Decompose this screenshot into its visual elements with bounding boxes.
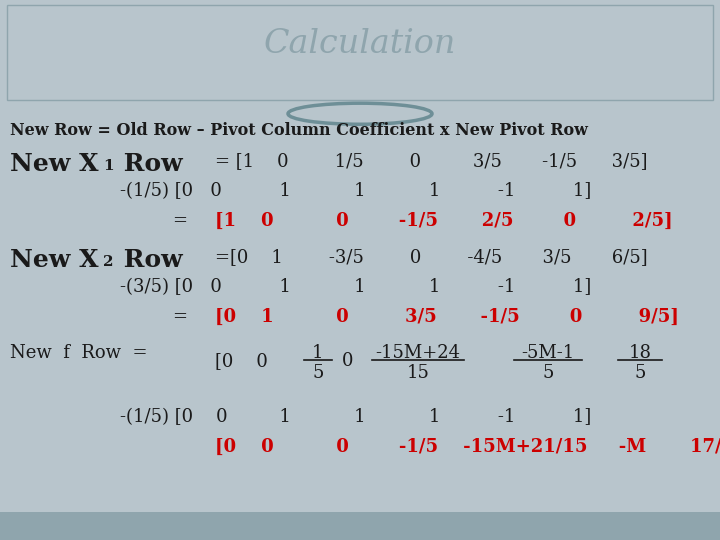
Text: 0: 0 bbox=[342, 352, 354, 370]
Text: [0    1          0         3/5       -1/5        0         9/5]: [0 1 0 3/5 -1/5 0 9/5] bbox=[215, 308, 679, 326]
Text: 18: 18 bbox=[629, 344, 652, 362]
Text: =: = bbox=[173, 308, 199, 326]
Text: =[0    1        -3/5        0        -4/5       3/5       6/5]: =[0 1 -3/5 0 -4/5 3/5 6/5] bbox=[215, 248, 647, 266]
Text: 1: 1 bbox=[312, 344, 324, 362]
Text: Row: Row bbox=[115, 248, 183, 272]
Text: 1: 1 bbox=[103, 159, 114, 173]
Bar bbox=[0, 512, 720, 540]
Text: New Row = Old Row – Pivot Column Coefficient x New Pivot Row: New Row = Old Row – Pivot Column Coeffic… bbox=[10, 122, 588, 139]
Text: Row: Row bbox=[115, 152, 183, 176]
Text: [1    0          0        -1/5       2/5        0         2/5]: [1 0 0 -1/5 2/5 0 2/5] bbox=[215, 212, 672, 230]
Text: [0    0          0        -1/5    -15M+21/15     -M       17/5]: [0 0 0 -1/5 -15M+21/15 -M 17/5] bbox=[215, 438, 720, 456]
Text: = [1    0        1/5        0         3/5       -1/5      3/5]: = [1 0 1/5 0 3/5 -1/5 3/5] bbox=[215, 152, 647, 170]
Text: New X: New X bbox=[10, 152, 99, 176]
Text: 15: 15 bbox=[407, 364, 429, 382]
Text: New X: New X bbox=[10, 248, 99, 272]
Text: 2: 2 bbox=[103, 255, 114, 269]
Text: -(1/5) [0    0         1           1           1          -1          1]: -(1/5) [0 0 1 1 1 -1 1] bbox=[120, 408, 591, 426]
Text: 5: 5 bbox=[542, 364, 554, 382]
Text: -(3/5) [0   0          1           1           1          -1          1]: -(3/5) [0 0 1 1 1 -1 1] bbox=[120, 278, 591, 296]
Text: [0    0: [0 0 bbox=[215, 352, 268, 370]
Text: New  f  Row  =: New f Row = bbox=[10, 344, 148, 362]
Text: =: = bbox=[173, 212, 199, 230]
Text: 5: 5 bbox=[634, 364, 646, 382]
Text: -(1/5) [0   0          1           1           1          -1          1]: -(1/5) [0 0 1 1 1 -1 1] bbox=[120, 182, 591, 200]
Text: 5: 5 bbox=[312, 364, 324, 382]
Text: -15M+24: -15M+24 bbox=[376, 344, 461, 362]
Text: -5M-1: -5M-1 bbox=[521, 344, 575, 362]
Text: Calculation: Calculation bbox=[264, 28, 456, 60]
